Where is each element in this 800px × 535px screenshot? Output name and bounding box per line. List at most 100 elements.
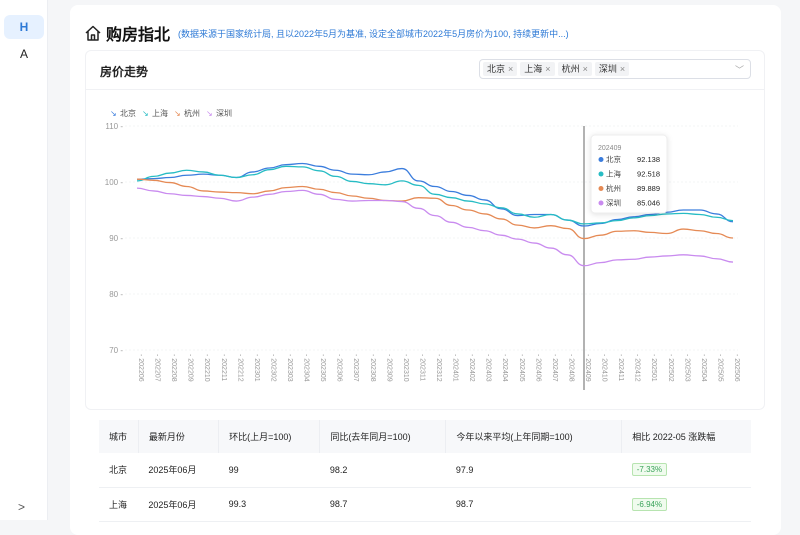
tooltip-dot	[598, 157, 604, 162]
x-tick-label: - 202310	[402, 354, 409, 382]
card-title: 房价走势	[100, 65, 149, 79]
y-tick-label: 100 -	[105, 178, 124, 187]
x-tick-label: - 202408	[567, 354, 574, 382]
page-header: 购房指北 (数据来源于国家统计局, 且以2022年5月为基准, 设定全部城市20…	[84, 21, 569, 45]
x-tick-label: - 202304	[303, 354, 310, 382]
city-tag[interactable]: 杭州 ×	[557, 62, 592, 76]
city-tag[interactable]: 上海 ×	[520, 62, 555, 76]
tooltip-value: 92.138	[637, 155, 660, 164]
x-tick-label: - 202503	[683, 354, 690, 382]
sidebar-item-h[interactable]: H	[4, 15, 44, 39]
column-header: 同比(去年同月=100)	[319, 420, 447, 453]
x-tick-label: - 202207	[154, 354, 161, 382]
table-header-row: 城市 最新月份 环比(上月=100) 同比(去年同月=100) 今年以来平均(上…	[99, 420, 751, 453]
main-panel: 购房指北 (数据来源于国家统计局, 且以2022年5月为基准, 设定全部城市20…	[70, 5, 781, 535]
chevron-down-icon[interactable]: ﹀	[734, 65, 744, 75]
page-subtitle: (数据来源于国家统计局, 且以2022年5月为基准, 设定全部城市2022年5月…	[178, 28, 569, 39]
series-line-上海	[136, 165, 734, 225]
expand-sidebar-icon[interactable]: >	[18, 500, 26, 514]
legend-marker-icon: ↘	[174, 109, 181, 118]
tooltip-value: 92.518	[637, 170, 660, 179]
x-tick-label: - 202410	[601, 354, 608, 382]
x-tick-label: - 202307	[352, 354, 359, 382]
tooltip-city: 上海	[606, 169, 621, 179]
legend-marker-icon: ↘	[110, 109, 117, 118]
x-tick-label: - 202405	[518, 354, 525, 382]
x-tick-label: - 202412	[634, 354, 641, 382]
tooltip-value: 89.889	[637, 184, 660, 193]
cell-ytd: 97.9	[445, 453, 622, 488]
tag-label: 深圳	[598, 64, 617, 74]
legend-label: 上海	[152, 108, 168, 118]
close-icon[interactable]: ×	[545, 64, 551, 74]
x-tick-label: - 202404	[501, 354, 508, 382]
x-tick-label: - 202309	[385, 354, 392, 382]
tooltip-dot	[598, 171, 604, 177]
x-tick-label: - 202209	[187, 354, 194, 382]
x-tick-label: - 202305	[319, 354, 326, 382]
legend-marker-icon: ↘	[206, 109, 213, 118]
cell-change: -7.33%	[621, 453, 751, 488]
tooltip-city: 杭州	[606, 183, 621, 193]
x-tick-label: - 202212	[236, 354, 243, 382]
cell-mom: 99.3	[218, 487, 320, 522]
sidebar: H A >	[0, 0, 48, 520]
tooltip-dot	[598, 200, 604, 206]
cell-yoy: 98.7	[319, 487, 446, 522]
x-tick-label: - 202303	[286, 354, 293, 382]
y-tick-label: 110 -	[105, 122, 123, 131]
x-tick-label: - 202407	[551, 354, 558, 382]
trend-card: 房价走势 北京 × 上海 × 杭州 × 深圳 × ﹀	[85, 50, 765, 410]
divider	[86, 89, 764, 90]
x-tick-label: - 202306	[336, 354, 343, 382]
tag-label: 北京	[487, 64, 506, 74]
tooltip-value: 85.046	[637, 199, 660, 208]
close-icon[interactable]: ×	[619, 64, 626, 74]
x-tick-label: - 202211	[220, 354, 227, 381]
page-title: 购房指北	[106, 27, 171, 44]
x-tick-label: - 202504	[700, 354, 707, 382]
cell-ytd: 98.7	[445, 487, 622, 522]
price-trend-chart[interactable]: 70 - 80 - 90 - 100 - 110 - - 202206 - 202207 - …	[0, 0, 800, 420]
cell-city: 上海	[99, 487, 139, 522]
x-tick-label: - 202409	[584, 354, 591, 382]
cell-city: 北京	[99, 453, 139, 488]
change-badge: -7.33%	[631, 463, 668, 477]
column-header: 城市	[99, 420, 139, 453]
x-tick-label: - 202206	[137, 354, 144, 382]
legend-label: 北京	[120, 108, 136, 118]
y-tick-label: 70 -	[109, 346, 123, 355]
x-tick-label: - 202502	[667, 354, 674, 382]
tag-label: 上海	[524, 64, 543, 74]
cell-yoy: 98.2	[319, 453, 446, 488]
city-multiselect[interactable]: 北京 × 上海 × 杭州 × 深圳 × ﹀	[479, 59, 751, 79]
x-tick-label: - 202312	[435, 354, 442, 382]
table-row: 上海 2025年06月 99.3 98.7 98.7 -6.94%	[99, 487, 751, 522]
sidebar-item-a[interactable]: A	[19, 47, 28, 61]
x-tick-label: - 202501	[650, 354, 657, 382]
legend-marker-icon: ↘	[142, 109, 149, 118]
cell-month: 2025年06月	[138, 487, 219, 522]
legend-label: 杭州	[184, 108, 200, 118]
series-line-深圳	[136, 187, 734, 267]
tooltip-city: 深圳	[606, 198, 621, 208]
column-header: 相比 2022-05 涨跌幅	[621, 420, 751, 453]
close-icon[interactable]: ×	[582, 64, 588, 74]
series-line-杭州	[136, 178, 734, 240]
close-icon[interactable]: ×	[508, 64, 514, 74]
x-tick-label: - 202505	[716, 354, 723, 382]
legend-label: 深圳	[216, 108, 232, 118]
x-tick-label: - 202208	[170, 354, 177, 382]
city-tag[interactable]: 北京 ×	[483, 62, 518, 76]
city-tag[interactable]: 深圳 ×	[594, 62, 630, 76]
cell-month: 2025年06月	[138, 453, 219, 488]
tooltip: 202409 北京 92.138 上海 92.518 杭州 89.889 深圳 85.046	[590, 134, 668, 214]
x-tick-label: - 202302	[269, 354, 276, 382]
x-tick-label: - 202301	[253, 354, 260, 382]
x-tick-label: - 202311	[418, 354, 425, 381]
x-tick-label: - 202308	[369, 354, 376, 382]
column-header: 最新月份	[138, 420, 220, 453]
price-table: 城市 最新月份 环比(上月=100) 同比(去年同月=100) 今年以来平均(上…	[99, 420, 751, 522]
y-tick-label: 90 -	[109, 234, 123, 243]
tooltip-box	[590, 134, 668, 214]
